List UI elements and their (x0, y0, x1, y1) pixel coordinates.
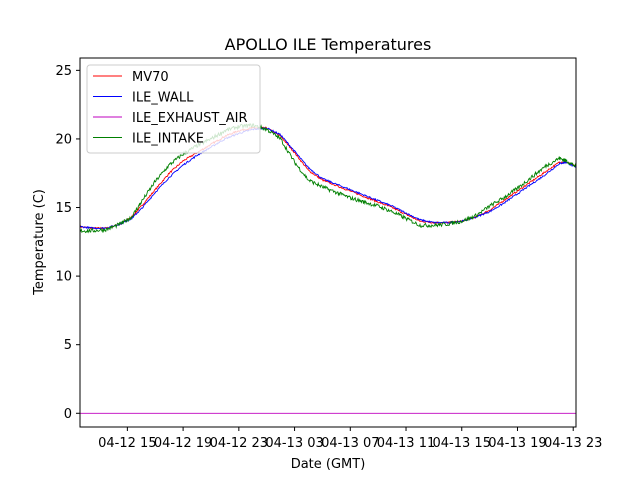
series-layer (79, 123, 577, 414)
y-tick-label: 20 (55, 132, 72, 147)
legend-label: ILE_WALL (132, 91, 194, 106)
series-line-ile-intake (79, 123, 577, 234)
x-tick-label: 04-13 19 (488, 436, 546, 451)
x-tick-label: 04-13 11 (377, 436, 435, 451)
axes-frame (79, 57, 577, 428)
legend-box (86, 64, 261, 154)
x-tick-label: 04-12 23 (210, 436, 268, 451)
series-line-ile-wall (79, 127, 577, 230)
chart-title: APOLLO ILE Temperatures (225, 35, 432, 54)
x-tick-label: 04-12 19 (154, 436, 212, 451)
legend-items: MV70 ILE_WALL ILE_EXHAUST_AIR ILE_INTAKE (93, 70, 248, 147)
x-axis-label: Date (GMT) (291, 457, 366, 472)
y-tick-label: 0 (64, 407, 72, 422)
x-tick-label: 04-13 07 (321, 436, 379, 451)
y-axis-ticks: 0 5 10 15 20 25 (55, 64, 80, 422)
legend-label: ILE_INTAKE (132, 132, 204, 147)
y-tick-label: 5 (64, 338, 72, 353)
x-tick-label: 04-12 15 (98, 436, 156, 451)
y-tick-label: 25 (55, 64, 72, 79)
x-tick-label: 04-13 15 (433, 436, 491, 451)
legend-label: ILE_EXHAUST_AIR (132, 111, 248, 126)
legend-label: MV70 (132, 70, 169, 85)
y-axis-label: Temperature (C) (32, 189, 47, 296)
y-tick-label: 10 (55, 270, 72, 285)
y-tick-label: 15 (55, 201, 72, 216)
series-line-mv70 (79, 126, 577, 230)
x-tick-label: 04-13 03 (265, 436, 323, 451)
legend: MV70 ILE_WALL ILE_EXHAUST_AIR ILE_INTAKE (86, 64, 261, 154)
x-tick-label: 04-13 23 (544, 436, 602, 451)
